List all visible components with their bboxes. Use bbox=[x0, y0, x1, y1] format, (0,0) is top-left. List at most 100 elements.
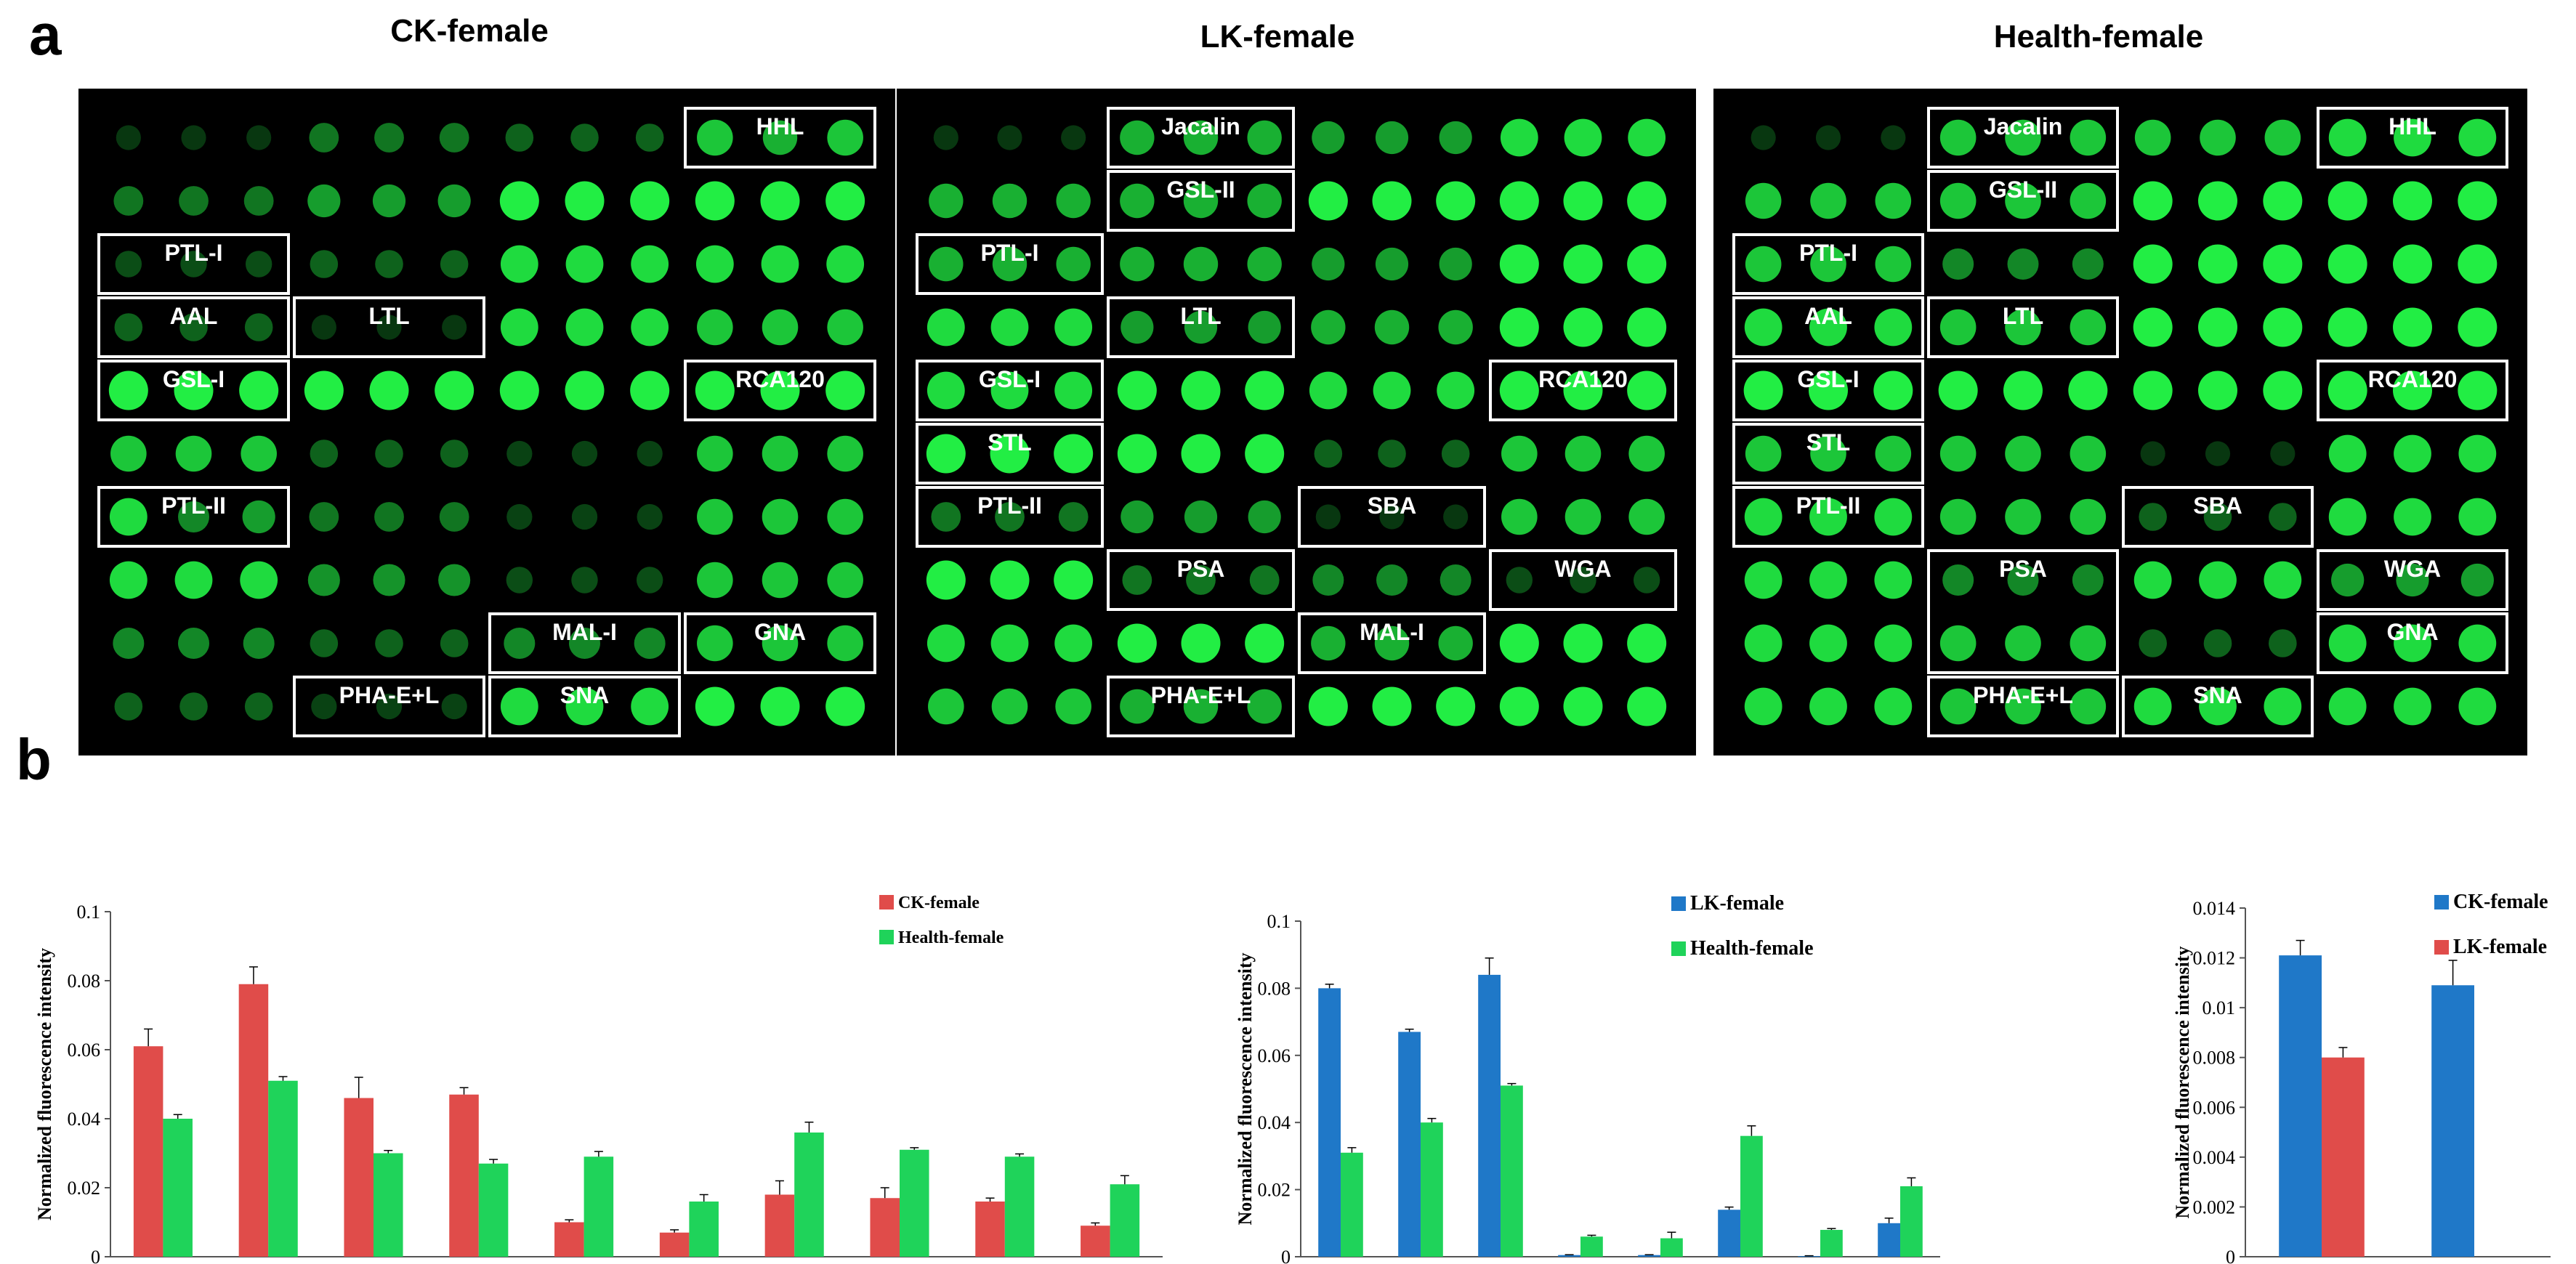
array-spot bbox=[630, 181, 670, 221]
array-spot bbox=[636, 567, 663, 593]
lectin-label: LTL bbox=[2003, 303, 2043, 329]
array-spot bbox=[1314, 439, 1343, 468]
array-spot bbox=[2005, 625, 2041, 662]
array-spot bbox=[1499, 244, 1539, 284]
array-spot bbox=[997, 125, 1022, 150]
array-spot bbox=[1942, 248, 1974, 280]
array-spot bbox=[2133, 181, 2173, 221]
bar bbox=[1110, 1184, 1140, 1257]
array-spot bbox=[179, 692, 208, 721]
array-spot bbox=[565, 687, 604, 726]
array-spot bbox=[634, 628, 666, 659]
lectin-box bbox=[916, 360, 1104, 421]
array-spot bbox=[697, 119, 733, 156]
lectin-box bbox=[916, 233, 1104, 295]
array-spot bbox=[990, 434, 1030, 474]
array-spot bbox=[929, 246, 964, 282]
array-spot bbox=[2007, 564, 2039, 596]
lectin-box bbox=[97, 296, 290, 358]
lectin-box bbox=[2317, 549, 2508, 611]
bar bbox=[764, 1194, 795, 1257]
array-spot bbox=[1312, 121, 1345, 155]
array-spot bbox=[631, 245, 669, 283]
y-tick-label: 0.008 bbox=[2193, 1048, 2236, 1069]
array-spot bbox=[1938, 370, 1978, 410]
array-spot bbox=[1245, 623, 1285, 663]
array-spot bbox=[1627, 370, 1667, 410]
y-tick-label: 0.08 bbox=[68, 971, 101, 992]
array-spot bbox=[1939, 119, 1977, 156]
bar bbox=[900, 1149, 929, 1257]
array-spot bbox=[174, 370, 214, 410]
array-spot bbox=[442, 315, 467, 340]
array-spot bbox=[1248, 500, 1281, 534]
array-spot bbox=[637, 440, 663, 467]
lectin-label: LTL bbox=[1180, 303, 1221, 329]
lectin-label: AAL bbox=[1804, 303, 1852, 329]
lectin-label: RCA120 bbox=[1538, 366, 1628, 392]
array-spot bbox=[1809, 561, 1847, 599]
array-spot bbox=[2458, 498, 2497, 536]
bar bbox=[1081, 1225, 1110, 1257]
array-spot bbox=[2198, 370, 2237, 410]
array-spot bbox=[108, 370, 148, 410]
array-spot bbox=[2070, 119, 2107, 156]
array-spot bbox=[1815, 125, 1841, 150]
array-spot bbox=[304, 370, 344, 410]
bar bbox=[478, 1163, 509, 1257]
lectin-box bbox=[1732, 423, 1924, 485]
lectin-box bbox=[2122, 486, 2314, 548]
array-spot bbox=[570, 123, 599, 152]
bar bbox=[689, 1202, 719, 1257]
array-spot bbox=[2458, 434, 2497, 473]
array-spot bbox=[827, 435, 863, 472]
legend-label: Health-female bbox=[898, 928, 1004, 947]
y-tick-label: 0.004 bbox=[2193, 1147, 2236, 1168]
lectin-box bbox=[1927, 107, 2119, 169]
array-spot bbox=[179, 313, 208, 341]
array-spot bbox=[697, 498, 733, 535]
array-spot bbox=[178, 628, 209, 659]
array-spot bbox=[565, 245, 604, 283]
array-spot bbox=[1563, 307, 1603, 347]
array-spot bbox=[571, 567, 598, 593]
array-spot bbox=[440, 629, 469, 657]
array-spot bbox=[1247, 246, 1282, 282]
lectin-label: AAL bbox=[170, 303, 218, 329]
legend-label: CK-female bbox=[2453, 891, 2548, 913]
legend-swatch bbox=[2434, 895, 2449, 909]
y-tick-label: 0.02 bbox=[68, 1178, 101, 1199]
array-spot bbox=[1939, 182, 1977, 219]
y-tick-label: 0.06 bbox=[68, 1040, 101, 1061]
array-spot bbox=[992, 183, 1027, 219]
array-spot bbox=[439, 502, 469, 532]
array-spot bbox=[440, 250, 469, 278]
array-spot bbox=[1312, 247, 1345, 281]
bar bbox=[1501, 1085, 1523, 1257]
lectin-box bbox=[1927, 296, 2119, 358]
array-spot bbox=[114, 313, 143, 341]
array-spot bbox=[2005, 119, 2041, 156]
array-spot bbox=[435, 370, 475, 410]
bar bbox=[1421, 1122, 1443, 1257]
lectin-label: PTL-II bbox=[161, 493, 226, 519]
array-spot bbox=[1372, 686, 1412, 726]
array-spot bbox=[1181, 370, 1221, 410]
bar-chart-ck-vs-health: 0 0.02 0.04 0.06 0.08 0.1 Normalized fluoresce… bbox=[34, 894, 1163, 1264]
array-spot bbox=[1054, 560, 1094, 600]
array-spot bbox=[1627, 244, 1667, 284]
array-spot bbox=[2328, 118, 2367, 157]
array-spot bbox=[990, 371, 1029, 410]
array-spot bbox=[762, 498, 799, 535]
lectin-label: PTL-I bbox=[165, 240, 223, 266]
array-spot bbox=[1628, 118, 1666, 157]
lectin-box bbox=[1927, 676, 2119, 737]
array-spot bbox=[926, 308, 965, 347]
array-spot bbox=[697, 625, 733, 662]
lectin-box bbox=[1732, 233, 1924, 295]
y-tick-label: 0.1 bbox=[1267, 911, 1291, 932]
lectin-box bbox=[1732, 486, 1924, 548]
bar bbox=[374, 1153, 403, 1257]
array-spot bbox=[825, 181, 865, 221]
array-spot bbox=[827, 625, 863, 662]
